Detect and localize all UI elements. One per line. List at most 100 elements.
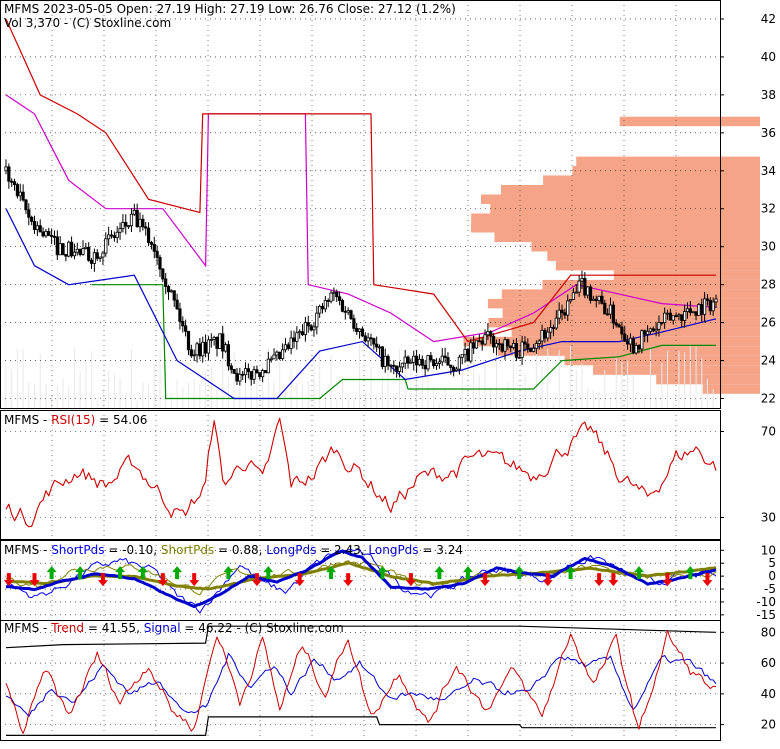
- price-bar-body: [700, 304, 704, 315]
- pds-header-prefix: MFMS -: [4, 543, 51, 557]
- price-bar-body: [164, 278, 168, 287]
- buy-signal-arrow: [326, 566, 337, 580]
- pds-header-name-3: LongPds: [266, 543, 316, 557]
- price-bar-body: [84, 246, 88, 249]
- price-bar-body: [674, 315, 678, 318]
- price-bar-body: [685, 308, 690, 312]
- rsi-line: [5, 417, 717, 528]
- price-bar-body: [89, 259, 94, 264]
- support-line: [91, 284, 716, 400]
- price-bar-body: [155, 250, 159, 258]
- price-bar-body: [121, 222, 125, 230]
- buy-signal-arrow: [462, 566, 473, 580]
- volume-profile-bar-18: [488, 317, 760, 328]
- price-bar-body: [95, 252, 99, 259]
- price-bar-body: [72, 251, 77, 257]
- price-bar-body: [369, 337, 373, 340]
- price-bar-body: [44, 231, 48, 237]
- sell-signal-arrow: [189, 573, 200, 587]
- buy-signal-arrow: [172, 566, 183, 580]
- rsi-panel: 70 30: [0, 410, 776, 540]
- price-bar-body: [300, 331, 305, 336]
- price-bar-body: [181, 321, 185, 327]
- price-bar-body: [611, 304, 615, 324]
- volume-profile-bar-8: [471, 223, 760, 233]
- price-bar-body: [683, 311, 687, 321]
- price-bar-body: [680, 314, 684, 321]
- rsi-tick-label-70: 70: [761, 425, 776, 439]
- price-bar-body: [357, 328, 362, 332]
- price-bar-body: [312, 326, 316, 331]
- price-bar-body: [583, 278, 587, 296]
- price-bar-body: [292, 337, 296, 342]
- price-bar-body: [15, 184, 20, 197]
- price-bar-body: [275, 351, 279, 356]
- price-bar-body: [87, 246, 91, 261]
- price-bar-body: [10, 180, 14, 183]
- price-tick-label-42: 42: [761, 12, 776, 26]
- trend-header-value-2: = 46.22: [181, 621, 233, 635]
- price-bar-body: [606, 313, 610, 316]
- sell-signal-arrow: [294, 573, 305, 587]
- panel-frame-3: [0, 620, 721, 741]
- price-bar-body: [386, 355, 390, 366]
- pds-header: MFMS - ShortPds = -0.10, ShortPds = 0.88…: [4, 543, 463, 557]
- price-tick-label-22: 22: [761, 392, 776, 406]
- price-bar-body: [195, 343, 199, 356]
- price-bar-body: [466, 348, 470, 362]
- price-bar-body: [494, 343, 499, 348]
- volume-profile-bar-16: [487, 298, 760, 309]
- price-bar-body: [149, 242, 154, 245]
- price-bar-body: [395, 365, 399, 372]
- price-bar-body: [206, 339, 211, 354]
- volume-profile-bar-5: [481, 194, 760, 204]
- price-tick-label-24: 24: [761, 354, 776, 368]
- price-bar-body: [506, 339, 510, 347]
- buy-signal-arrow: [46, 566, 57, 580]
- price-bar-body: [440, 355, 444, 363]
- trend-panel: 80 60 40 20: [0, 620, 776, 741]
- pds-tick-label-10: 10: [761, 543, 776, 557]
- price-bar-body: [449, 364, 453, 368]
- price-bar-body: [557, 309, 561, 319]
- price-bar-body: [574, 291, 578, 294]
- price-bar-body: [132, 210, 136, 215]
- price-bar-body: [346, 310, 350, 313]
- trend-header-value-1: = 41.55,: [84, 621, 144, 635]
- buy-signal-arrow: [685, 566, 696, 580]
- price-bar-body: [161, 268, 165, 280]
- price-bar-body: [172, 290, 176, 301]
- price-bar-body: [423, 364, 427, 370]
- price-tick-label-30: 30: [761, 240, 776, 254]
- buy-signal-arrow: [514, 566, 525, 580]
- price-bar-body: [660, 322, 664, 324]
- buy-signal-arrow: [115, 566, 126, 580]
- price-bar-body: [668, 312, 672, 321]
- price-bar-body: [349, 310, 353, 320]
- price-bar-body: [98, 256, 102, 259]
- trend-tick-label-40: 40: [761, 687, 776, 701]
- price-bar-body: [4, 166, 8, 172]
- price-bar-body: [246, 368, 250, 372]
- price-bar-body: [608, 304, 613, 315]
- trend-header-prefix: MFMS -: [4, 621, 51, 635]
- price-bar-body: [175, 299, 179, 310]
- price-bar-body: [688, 308, 692, 313]
- price-bar-body: [409, 361, 413, 364]
- price-bar-body: [50, 235, 54, 237]
- sell-signal-arrow: [97, 573, 108, 587]
- price-bar-body: [457, 356, 461, 370]
- price-bar-body: [434, 363, 439, 367]
- price-bar-body: [69, 241, 74, 257]
- price-bar-body: [375, 343, 379, 348]
- pds-header-value-1: = -0.10,: [105, 543, 161, 557]
- price-bar-body: [309, 325, 313, 331]
- price-bar-body: [517, 356, 521, 359]
- price-bar-body: [432, 359, 436, 367]
- price-bar-body: [597, 295, 601, 302]
- price-bar-body: [480, 340, 484, 345]
- price-tick-label-40: 40: [761, 50, 776, 64]
- price-bar-body: [112, 235, 116, 238]
- volume-profile-bar-21: [497, 346, 760, 356]
- price-bar-body: [366, 337, 370, 342]
